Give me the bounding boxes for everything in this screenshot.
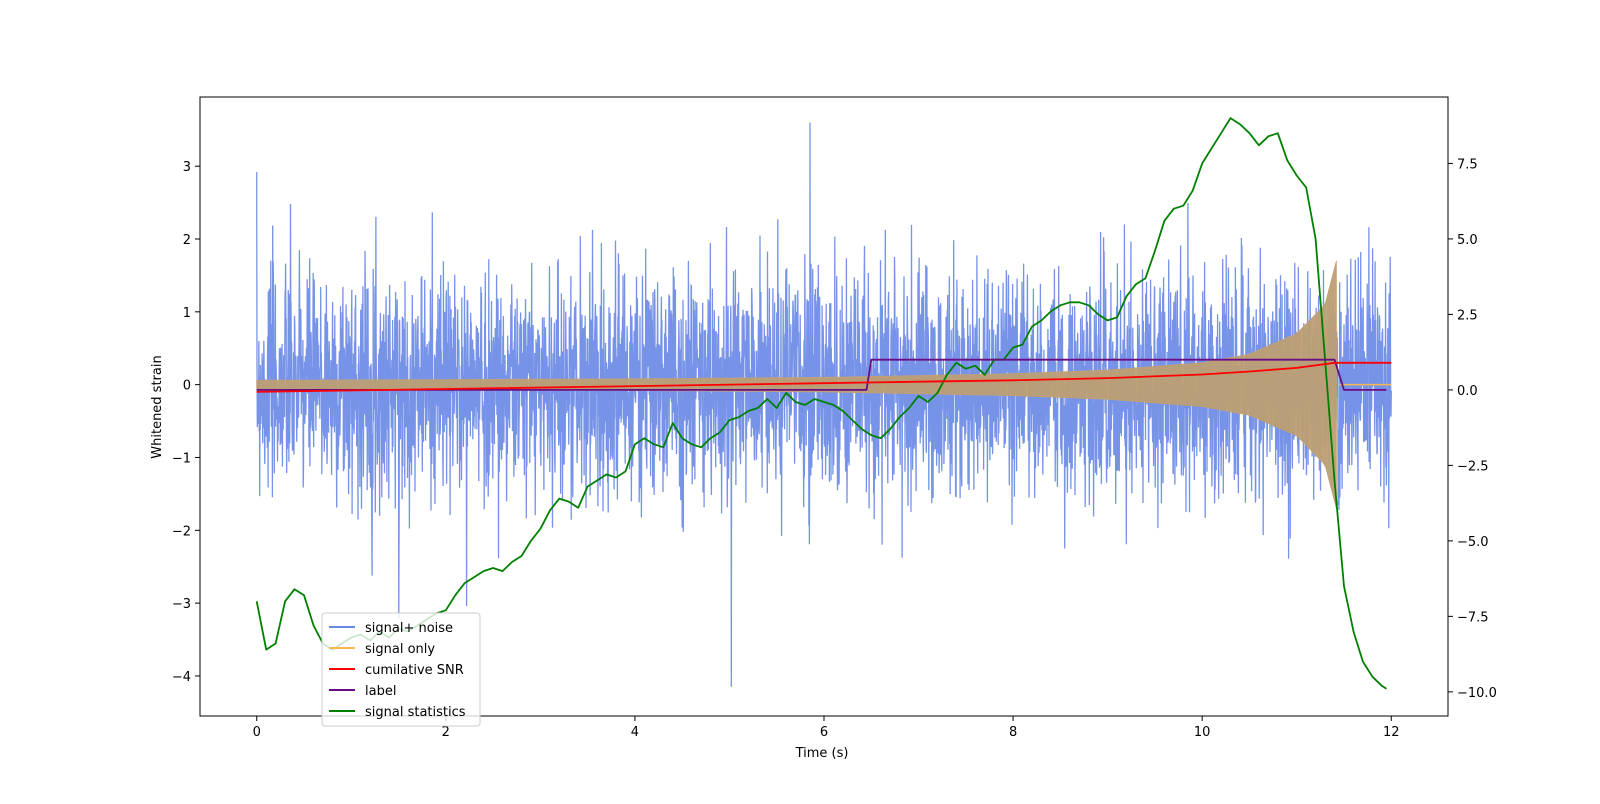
signal-noise-series: [256, 122, 1392, 687]
legend-label: signal statistics: [365, 705, 466, 720]
y2-tick-label: 0.0: [1457, 384, 1478, 399]
y-axis-right: −10.0 −7.5 −5.0 −2.5 0.0 2.5 5.0 7.5: [1448, 157, 1497, 701]
y2-tick-label: 2.5: [1457, 308, 1478, 323]
x-tick-label: 12: [1383, 725, 1400, 740]
y2-tick-label: 5.0: [1457, 233, 1478, 248]
legend-label: label: [365, 684, 396, 699]
y2-tick-label: 7.5: [1457, 157, 1478, 172]
y-tick-label: −1: [172, 451, 191, 466]
y2-tick-label: −7.5: [1457, 610, 1489, 625]
y-axis-left: −4 −3 −2 −1 0 1 2 3: [172, 160, 200, 685]
y-tick-label: −3: [172, 597, 191, 612]
y2-tick-label: −2.5: [1457, 459, 1489, 474]
legend-box: [321, 612, 481, 727]
signal-statistics-line: [255, 117, 1387, 690]
legend: signal+ noise signal only cumilative SNR la…: [321, 612, 481, 727]
x-tick-label: 0: [253, 725, 261, 740]
legend-label: cumilative SNR: [365, 663, 464, 678]
x-tick-label: 10: [1194, 725, 1211, 740]
label-line: [256, 358, 1387, 391]
signal-noise-line: [256, 122, 1392, 687]
y-tick-label: 3: [183, 160, 191, 175]
legend-label: signal only: [365, 642, 435, 657]
y-tick-label: −4: [172, 670, 191, 685]
y2-tick-label: −10.0: [1457, 686, 1497, 701]
x-tick-label: 8: [1009, 725, 1017, 740]
y2-tick-label: −5.0: [1457, 535, 1489, 550]
x-tick-label: 4: [631, 725, 639, 740]
y-tick-label: 1: [183, 306, 191, 321]
cumilative-snr-line: [256, 361, 1392, 393]
y-tick-label: −2: [172, 524, 191, 539]
x-axis-label: Time (s): [795, 746, 849, 761]
x-tick-label: 2: [442, 725, 450, 740]
x-tick-label: 6: [820, 725, 828, 740]
y-tick-label: 0: [183, 379, 191, 394]
y-axis-label: Whitened strain: [150, 355, 165, 458]
line-series-group: [255, 117, 1392, 690]
y-tick-label: 2: [183, 233, 191, 248]
legend-label: signal+ noise: [365, 621, 453, 636]
